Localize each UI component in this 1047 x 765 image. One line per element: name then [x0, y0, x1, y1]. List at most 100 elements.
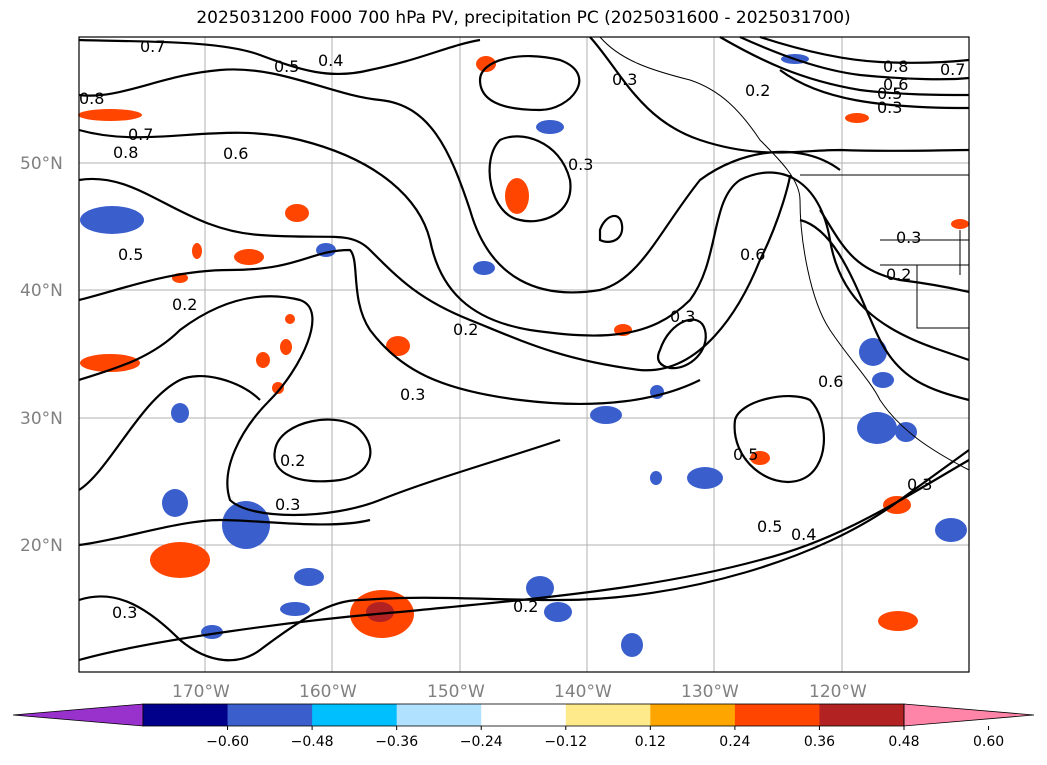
colorbar-tick-label: −0.48	[291, 734, 334, 750]
precip-positive-blob	[845, 113, 869, 123]
colorbar: −0.60 −0.48 −0.36 −0.24 −0.12 0.12 0.24 0.36 0.4…	[12, 703, 1035, 750]
contour-label: 0.5	[877, 84, 902, 103]
colorbar-tick-label: 0.60	[973, 734, 1004, 750]
lon-label: 130°W	[681, 682, 739, 702]
precip-positive-blob	[150, 542, 210, 578]
precip-negative-blob	[650, 471, 662, 485]
contour-label: 0.6	[883, 75, 908, 94]
map-frame	[78, 36, 970, 673]
colorbar-tick-label: −0.60	[206, 734, 249, 750]
lon-label: 160°W	[299, 682, 357, 702]
contour-label: 0.6	[740, 245, 765, 264]
contour-label: 0.5	[733, 445, 758, 464]
lon-label: 140°W	[554, 682, 612, 702]
lat-label: 50°N	[20, 154, 63, 174]
contour-label: 0.3	[670, 307, 695, 326]
lat-label: 20°N	[20, 536, 63, 556]
precip-negative-blob	[621, 633, 643, 657]
lat-label: 40°N	[20, 281, 63, 301]
precip-negative-blob	[473, 261, 495, 275]
precip-negative-blob	[935, 518, 967, 542]
precip-positive-blob	[285, 204, 309, 222]
contour-label: 0.6	[818, 372, 843, 391]
precip-positive-blob	[285, 314, 295, 324]
colorbar-segment	[819, 704, 905, 726]
contour-label: 0.7	[940, 60, 965, 79]
precip-positive-blob	[280, 339, 292, 355]
precip-negative-blob	[162, 489, 188, 517]
contour-label: 0.4	[318, 51, 343, 70]
colorbar-extend-high	[903, 703, 1035, 727]
colorbar-tick-label: 0.36	[804, 734, 835, 750]
colorbar-segment	[227, 704, 313, 726]
precip-positive-blob	[883, 496, 911, 514]
contour-label: 0.5	[757, 517, 782, 536]
colorbar-tick-label: −0.12	[544, 734, 587, 750]
colorbar-segment	[143, 704, 229, 726]
colorbar-segment	[734, 704, 820, 726]
contour-label: 0.7	[140, 37, 165, 56]
precip-negative-blob	[859, 338, 887, 366]
lon-label: 120°W	[809, 682, 867, 702]
colorbar-segment	[481, 704, 567, 726]
contour-label: 0.8	[883, 57, 908, 76]
colorbar-outline	[142, 703, 905, 727]
precip-positive-blob	[505, 178, 529, 214]
precip-negative-blob	[171, 403, 189, 423]
contour-label: 0.2	[745, 81, 770, 100]
colorbar-tick-label: 0.12	[635, 734, 666, 750]
precip-positive-blob	[951, 219, 969, 229]
contour-labels: 0.7 0.5 0.4 0.3 0.2 0.8 0.6 0.5 0.7 0.3 …	[79, 37, 965, 622]
precip-negative-blob	[294, 568, 324, 586]
precip-positive-blob	[272, 382, 284, 394]
colorbar-tick-label: 0.24	[719, 734, 750, 750]
lat-label: 30°N	[20, 409, 63, 429]
precip-positive-blob	[78, 109, 142, 121]
pv-contours	[78, 35, 970, 662]
precip-positive-blob	[256, 352, 270, 368]
map-background	[79, 37, 969, 672]
colorbar-tick-label: 0.48	[888, 734, 919, 750]
precip-positive-blob	[386, 336, 410, 356]
colorbar-segment	[565, 704, 651, 726]
coastline	[599, 36, 970, 471]
lon-label: 150°W	[427, 682, 485, 702]
precip-positive-blob	[476, 56, 496, 72]
contour-label: 0.3	[568, 155, 593, 174]
precip-negative-blob	[590, 406, 622, 424]
colorbar-segment	[312, 704, 398, 726]
contour-label: 0.3	[400, 385, 425, 404]
precip-negative-blob	[526, 576, 554, 600]
precip-positive-blob	[192, 243, 202, 259]
contour-label: 0.2	[513, 597, 538, 616]
precip-negative-blob	[544, 602, 572, 622]
precip-positive-blob	[878, 611, 918, 631]
precip-positive-blob	[234, 249, 264, 265]
colorbar-segment	[396, 704, 482, 726]
contour-label: 0.6	[223, 144, 248, 163]
contour-label: 0.3	[877, 98, 902, 117]
precip-negative-blob	[857, 412, 897, 444]
contour-label: 0.3	[275, 495, 300, 514]
contour-label: 0.5	[118, 245, 143, 264]
colorbar-tick-label: −0.24	[460, 734, 503, 750]
contour-label: 0.3	[612, 70, 637, 89]
contour-label: 0.4	[791, 525, 816, 544]
precip-positive-blob	[750, 451, 770, 465]
contour-label: 0.2	[453, 320, 478, 339]
longitude-labels: 170°W 160°W 150°W 140°W 130°W 120°W	[172, 682, 867, 702]
contour-label: 0.5	[274, 57, 299, 76]
contour-label: 0.8	[113, 143, 138, 162]
precip-negative-blob	[80, 206, 144, 234]
precip-negative-blob	[895, 422, 917, 442]
precip-negative-blob	[280, 602, 310, 616]
lon-label: 170°W	[172, 682, 230, 702]
map-title: 2025031200 F000 700 hPa PV, precipitatio…	[196, 8, 851, 28]
contour-label: 0.8	[79, 89, 104, 108]
contour-label: 0.3	[112, 603, 137, 622]
colorbar-segment	[650, 704, 736, 726]
contour-label: 0.7	[128, 125, 153, 144]
precip-negative-blob	[687, 467, 723, 489]
contour-label: 0.2	[280, 451, 305, 470]
